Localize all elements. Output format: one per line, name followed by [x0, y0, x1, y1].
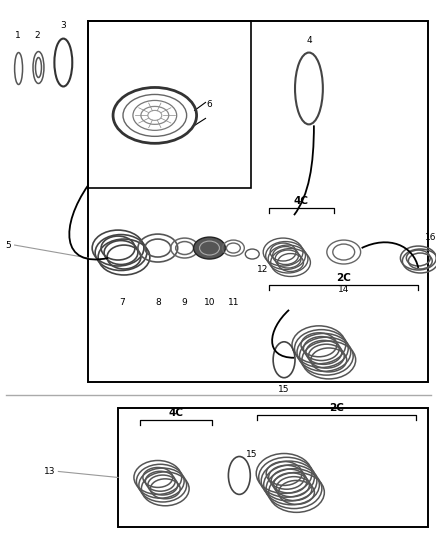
Bar: [88, 21, 251, 188]
Text: 5: 5: [6, 240, 11, 249]
Text: 12: 12: [257, 265, 268, 274]
Text: 1: 1: [15, 30, 21, 39]
Text: 2C: 2C: [336, 273, 351, 283]
Text: 16: 16: [424, 233, 436, 242]
Text: 14: 14: [338, 285, 350, 294]
Text: 4C: 4C: [294, 196, 309, 206]
Text: 3: 3: [60, 21, 66, 30]
Text: 9: 9: [182, 298, 187, 307]
Text: 15: 15: [246, 449, 258, 458]
Text: 4C: 4C: [169, 408, 184, 417]
Text: 8: 8: [155, 298, 161, 307]
Bar: [88, 21, 428, 382]
Text: 13: 13: [44, 467, 55, 476]
Text: 4: 4: [306, 36, 312, 45]
Text: 15: 15: [278, 385, 290, 394]
Text: 10: 10: [204, 298, 215, 307]
Text: 2C: 2C: [329, 402, 344, 413]
Text: 11: 11: [228, 298, 239, 307]
Bar: [118, 408, 428, 527]
Text: 6: 6: [207, 100, 212, 109]
Ellipse shape: [194, 237, 226, 259]
Text: 2: 2: [35, 30, 40, 39]
Text: 7: 7: [119, 298, 125, 307]
